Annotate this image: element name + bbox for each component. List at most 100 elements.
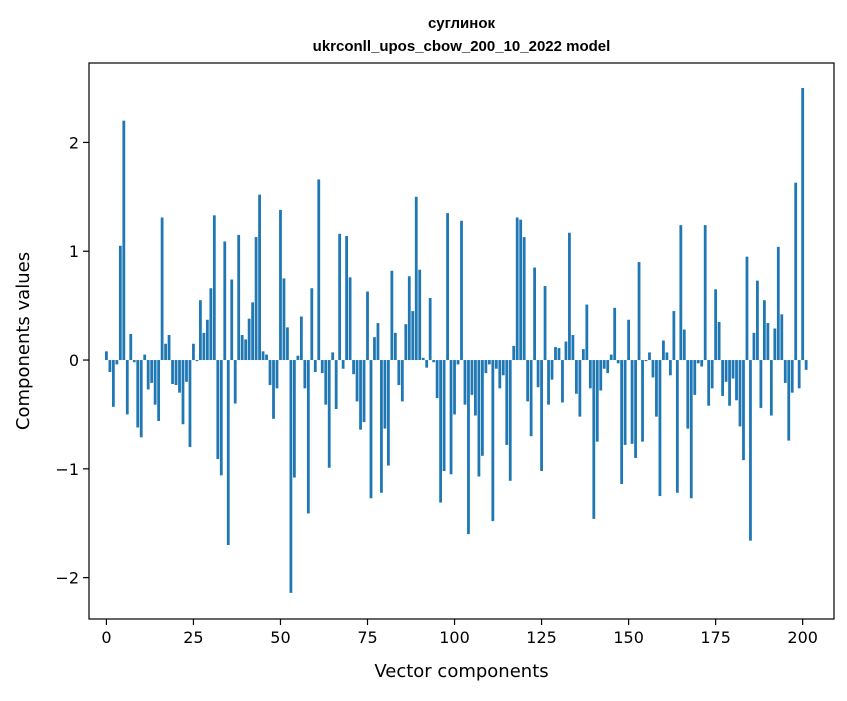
bar-129 <box>554 346 557 361</box>
bar-27 <box>199 300 202 361</box>
bar-182 <box>738 360 742 427</box>
bar-153 <box>637 262 641 361</box>
bar-184 <box>745 256 749 361</box>
y-tick-label-0: 0 <box>69 351 79 370</box>
x-tick-label-100: 100 <box>439 628 470 647</box>
bar-79 <box>380 360 383 493</box>
bar-201 <box>804 360 808 370</box>
bar-88 <box>411 311 415 361</box>
bar-194 <box>780 314 784 361</box>
bar-17 <box>164 343 167 361</box>
bar-11 <box>143 354 147 361</box>
bar-90 <box>418 269 422 361</box>
bar-64 <box>327 360 331 468</box>
bar-73 <box>359 360 362 430</box>
bar-158 <box>655 360 658 417</box>
bar-198 <box>794 182 798 361</box>
bar-172 <box>703 225 707 361</box>
bar-5 <box>122 120 126 361</box>
bar-25 <box>192 343 195 361</box>
x-tick-label-150: 150 <box>613 628 644 647</box>
bar-177 <box>721 360 724 396</box>
bar-164 <box>675 360 679 493</box>
bar-115 <box>505 360 509 445</box>
bar-149 <box>623 360 627 445</box>
bar-19 <box>171 360 174 384</box>
bar-40 <box>244 339 248 361</box>
bar-50 <box>279 209 282 361</box>
bar-191 <box>769 360 773 416</box>
y-tick-label-1: 1 <box>69 242 79 261</box>
bar-63 <box>324 360 328 405</box>
bar-161 <box>665 352 669 361</box>
bar-58 <box>306 360 310 514</box>
bar-29 <box>205 319 209 361</box>
bar-14 <box>153 360 157 405</box>
bar-59 <box>310 288 314 361</box>
bar-169 <box>693 360 697 395</box>
bar-136 <box>578 360 582 417</box>
bar-46 <box>265 354 268 361</box>
x-tick-label-75: 75 <box>357 628 377 647</box>
bar-10 <box>139 360 143 438</box>
bar-159 <box>658 360 662 497</box>
bar-101 <box>456 360 460 365</box>
bar-44 <box>258 194 261 361</box>
bar-67 <box>338 233 342 361</box>
bar-102 <box>460 220 463 361</box>
bar-156 <box>648 352 651 361</box>
bar-16 <box>160 217 164 361</box>
bar-106 <box>474 360 477 416</box>
bar-165 <box>679 225 683 361</box>
bar-0 <box>105 351 108 361</box>
bar-141 <box>595 360 599 442</box>
bar-190 <box>766 323 770 361</box>
bar-37 <box>233 360 237 404</box>
bar-55 <box>296 355 300 361</box>
bar-31 <box>212 215 216 361</box>
bar-62 <box>320 360 324 374</box>
bar-175 <box>714 289 718 361</box>
bar-34 <box>223 241 227 361</box>
bar-167 <box>686 360 690 429</box>
bar-1 <box>108 360 112 373</box>
bar-170 <box>696 360 700 364</box>
bar-193 <box>776 246 780 361</box>
bar-36 <box>230 279 234 361</box>
bar-135 <box>574 360 578 394</box>
bar-35 <box>226 360 230 546</box>
bar-43 <box>254 237 258 361</box>
bar-168 <box>689 360 693 499</box>
bar-61 <box>317 179 321 361</box>
bar-76 <box>369 360 373 499</box>
y-tick-label--1: −1 <box>55 460 79 479</box>
bar-144 <box>606 360 610 374</box>
bar-150 <box>627 319 630 361</box>
bar-66 <box>334 360 338 409</box>
bar-132 <box>564 341 568 361</box>
bar-183 <box>742 360 745 461</box>
x-axis-ticks: 0 25 50 75 100 125 150 175 200 <box>101 619 818 647</box>
bar-119 <box>519 219 523 361</box>
bar-39 <box>240 335 244 361</box>
x-axis-label: Vector components <box>374 661 548 682</box>
bar-77 <box>373 337 376 361</box>
plot-area-frame <box>88 62 835 620</box>
bar-114 <box>501 360 505 376</box>
bar-33 <box>219 360 223 476</box>
bar-105 <box>470 360 474 395</box>
bar-188 <box>759 360 763 408</box>
bar-28 <box>202 332 206 361</box>
bar-113 <box>498 360 502 389</box>
bar-70 <box>348 277 352 361</box>
bar-199 <box>797 360 801 389</box>
bar-146 <box>613 307 617 361</box>
bar-15 <box>157 360 161 421</box>
bar-42 <box>251 302 255 361</box>
bar-133 <box>568 232 571 361</box>
bar-53 <box>289 360 293 593</box>
bar-22 <box>181 360 185 425</box>
bar-2 <box>111 360 115 407</box>
